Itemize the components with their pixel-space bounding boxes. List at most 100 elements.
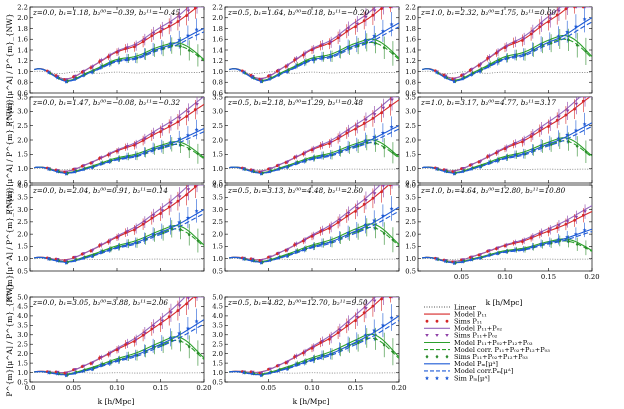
legend-swatch-diamond <box>425 354 429 359</box>
sim-point-star <box>159 341 164 346</box>
sim-point-diamond <box>374 141 378 146</box>
sim-point-diamond <box>584 49 588 54</box>
sim-point-star <box>185 326 190 331</box>
sim-point-star <box>98 161 103 166</box>
sim-point-star <box>194 208 199 213</box>
sim-point-dot <box>529 236 533 240</box>
legend-swatch-star <box>435 376 439 380</box>
sim-point-star <box>81 368 86 373</box>
sim-point-star <box>185 215 190 220</box>
linear-curve <box>229 372 399 374</box>
sim-point-diamond <box>179 143 183 147</box>
panel-label: z=0.5, b₁=2.18, b₂⁰⁰=1.29, b₂¹¹=0.48 <box>227 98 363 107</box>
sim-point-dot <box>176 199 180 203</box>
y-tick-label: 0.8 <box>17 79 28 87</box>
sim-point-star <box>293 64 298 69</box>
sim-point-star <box>389 22 394 27</box>
sim-point-star <box>64 373 69 378</box>
y-tick-label: 3.0 <box>212 206 223 214</box>
panel-frame <box>417 184 593 272</box>
sim-point-dot <box>371 196 375 200</box>
sim-point-star <box>116 58 121 63</box>
sim-point-star <box>276 368 281 373</box>
y-tick-label: 0.6 <box>17 89 28 97</box>
x-axis-label-col2: k [h/Mpc] <box>293 397 330 406</box>
sim-point-triangle <box>196 185 198 187</box>
sim-point-triangle <box>259 259 264 263</box>
panel-plot-area <box>229 185 399 265</box>
sim-point-star <box>151 231 156 236</box>
sim-point-star <box>469 72 474 77</box>
sim-point-star <box>372 33 377 38</box>
sim-point-dot <box>538 25 542 29</box>
y-tick-label: 1.8 <box>405 25 416 33</box>
sim-point-star <box>267 258 272 263</box>
sim-point-star <box>185 133 190 138</box>
sim-point-dot <box>555 118 559 122</box>
y-tick-label: 2.5 <box>17 122 28 130</box>
sim-point-star <box>565 29 570 34</box>
sim-point-triangle <box>134 338 138 342</box>
sim-point-diamond <box>462 75 466 80</box>
panel-plot-area <box>422 97 592 176</box>
y-tick-label: 1.4 <box>17 46 28 54</box>
sim-point-star <box>125 56 130 61</box>
sim-point-star <box>64 260 69 265</box>
sim-point-dot <box>167 315 171 319</box>
model-curve-purple <box>229 297 399 374</box>
sim-point-diamond <box>567 37 571 42</box>
sim-point-triangle <box>478 253 483 257</box>
sim-point-triangle <box>346 212 351 216</box>
sim-point-diamond <box>187 147 191 151</box>
sim-point-star <box>346 230 351 235</box>
sim-point-triangle <box>177 304 182 308</box>
sim-point-star <box>90 69 95 74</box>
sim-point-star <box>55 258 60 263</box>
linear-curve <box>229 70 399 75</box>
sim-point-dot <box>167 24 171 28</box>
legend-label: Model corr. P₁₁+P₀₂+P₁₂+P₀₃ <box>454 346 550 354</box>
sim-point-star <box>346 342 351 347</box>
sim-point-triangle <box>134 142 138 146</box>
sim-point-star <box>259 373 264 378</box>
sim-point-diamond <box>179 44 183 49</box>
sim-point-triangle <box>355 22 360 26</box>
sim-point-dot <box>555 226 559 230</box>
sim-point-triangle <box>548 122 553 126</box>
sim-point-diamond <box>304 246 308 251</box>
sim-point-diamond <box>278 367 282 372</box>
sim-point-dot <box>89 66 93 70</box>
sim-point-diamond <box>295 63 299 68</box>
sim-point-dot <box>564 222 568 226</box>
sim-point-dot <box>336 331 340 335</box>
sim-point-dot <box>380 297 383 301</box>
sim-point-star <box>267 169 272 174</box>
sim-point-dot <box>310 148 314 152</box>
sim-point-star <box>380 130 385 135</box>
y-tick-label: 1.0 <box>212 165 223 173</box>
linear-curve <box>34 70 204 75</box>
sim-point-star <box>302 60 307 65</box>
x-tick-label: 0.20 <box>196 384 211 392</box>
sim-point-triangle <box>160 127 165 131</box>
sim-point-triangle <box>452 170 457 174</box>
sim-point-star <box>142 150 147 155</box>
y-tick-label: 4.0 <box>17 181 28 189</box>
sim-point-triangle <box>381 106 386 110</box>
y-tick-label: 1.0 <box>17 369 28 377</box>
sim-point-star <box>311 156 316 161</box>
sim-point-star <box>363 222 368 227</box>
sim-point-diamond <box>179 227 183 232</box>
legend-label: Model Pₘ[μᴬ] <box>454 360 498 368</box>
sim-point-star <box>556 34 561 39</box>
model-curve-green-corr <box>229 226 399 263</box>
y-tick-label: 1.0 <box>212 369 223 377</box>
y-tick-label: 3.0 <box>212 331 223 339</box>
y-tick-label: 2.2 <box>17 3 28 11</box>
sim-point-diamond <box>196 351 200 356</box>
sim-point-triangle <box>364 199 368 203</box>
sim-point-star <box>98 362 103 367</box>
sim-point-dot <box>310 346 314 350</box>
sim-point-triangle <box>531 30 535 34</box>
